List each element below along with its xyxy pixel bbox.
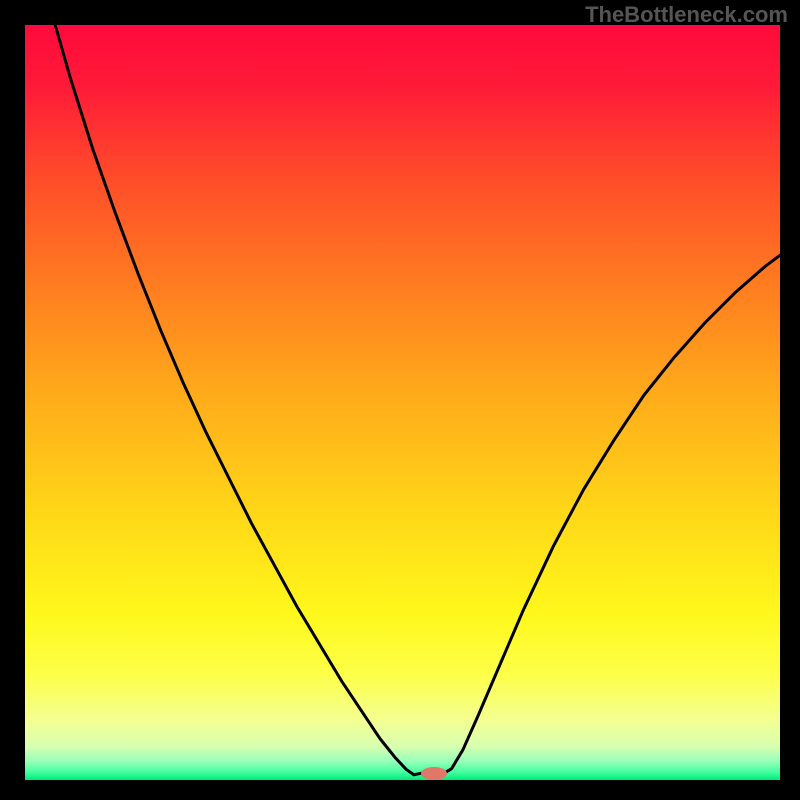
bottleneck-marker [421,767,447,780]
gradient-background [25,25,780,780]
plot-area [25,25,780,780]
chart-frame: TheBottleneck.com [0,0,800,800]
watermark-text: TheBottleneck.com [585,2,788,28]
